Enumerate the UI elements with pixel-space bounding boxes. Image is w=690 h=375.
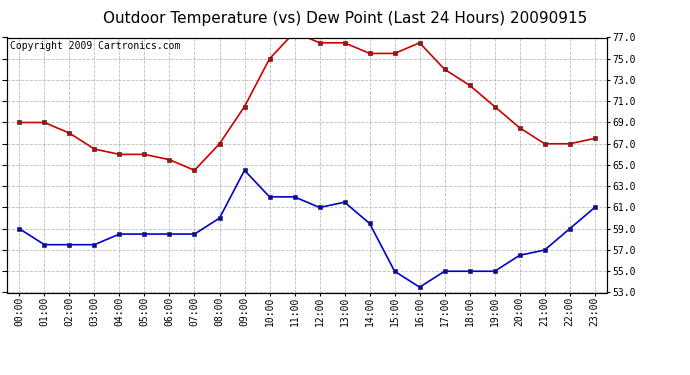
Text: Outdoor Temperature (vs) Dew Point (Last 24 Hours) 20090915: Outdoor Temperature (vs) Dew Point (Last… [103, 11, 587, 26]
Text: Copyright 2009 Cartronics.com: Copyright 2009 Cartronics.com [10, 41, 180, 51]
